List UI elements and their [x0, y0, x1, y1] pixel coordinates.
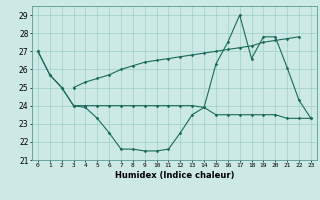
X-axis label: Humidex (Indice chaleur): Humidex (Indice chaleur): [115, 171, 234, 180]
